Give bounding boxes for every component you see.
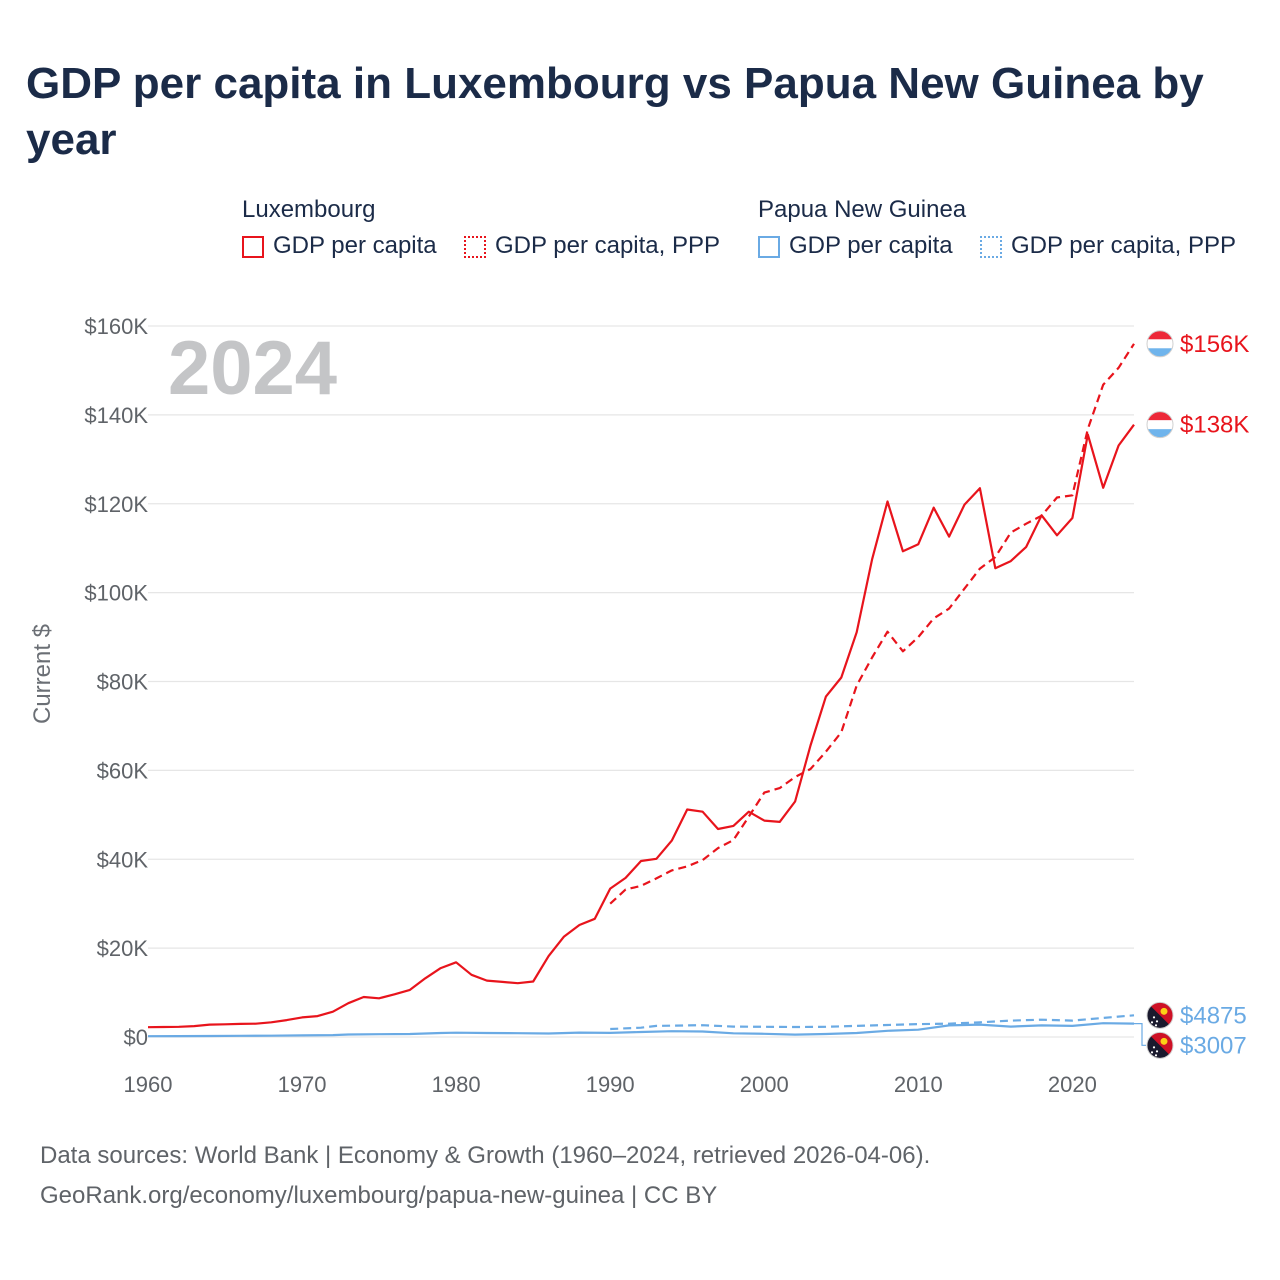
y-tick-label: $0	[124, 1025, 148, 1050]
flag-stripe-red	[1147, 411, 1173, 421]
legend-group-name: Papua New Guinea	[758, 196, 967, 223]
x-tick-label: 1960	[124, 1072, 173, 1097]
flag-field-black	[1147, 1002, 1173, 1029]
flag-stripe-white	[1147, 420, 1173, 430]
flag-star	[1155, 1050, 1159, 1053]
x-tick-label: 2010	[894, 1072, 943, 1097]
end-marker: $138K	[1146, 411, 1249, 439]
series-line-papua_new_guinea-solid	[147, 1022, 1135, 1038]
x-tick-label: 1990	[586, 1072, 635, 1097]
legend-label: GDP per capita, PPP	[495, 232, 720, 259]
x-tick-label: 2020	[1048, 1072, 1097, 1097]
flag-stripe-white	[1147, 339, 1173, 349]
flag-border	[1146, 330, 1174, 358]
legend-label: GDP per capita	[273, 232, 437, 259]
series-line-luxembourg-dashed	[609, 343, 1135, 905]
flag-border	[1146, 411, 1174, 439]
legend-label: GDP per capita, PPP	[1011, 232, 1236, 259]
y-tick-label: $120K	[84, 492, 148, 517]
y-tick-label: $60K	[97, 758, 149, 783]
y-tick-label: $20K	[97, 936, 149, 961]
flag-border	[1146, 1001, 1174, 1029]
series-line-papua_new_guinea-dashed	[610, 1014, 1135, 1031]
legend-swatch-dotted	[980, 236, 1002, 258]
end-value-label: $156K	[1180, 331, 1249, 358]
flag-stripe-blue	[1147, 429, 1173, 438]
flag-star	[1154, 1054, 1158, 1057]
luxembourg-flag-icon	[1147, 330, 1173, 357]
flag-stripe-red	[1147, 330, 1173, 340]
end-marker: $156K	[1146, 330, 1249, 358]
label-connector	[1134, 1023, 1146, 1046]
y-axis-label: Current $	[29, 624, 56, 724]
legend-label: GDP per capita	[789, 232, 953, 259]
y-tick-label: $80K	[97, 670, 149, 695]
end-value-label: $3007	[1180, 1032, 1247, 1059]
flag-bird-shape	[1160, 1037, 1168, 1045]
legend-group-name: Luxembourg	[242, 196, 376, 223]
flag-star	[1152, 1016, 1156, 1019]
y-tick-label: $40K	[97, 847, 149, 872]
flag-stripe-blue	[1147, 348, 1173, 357]
data-source-text: Data sources: World Bank | Economy & Gro…	[40, 1142, 931, 1169]
end-value-label: $138K	[1180, 412, 1249, 439]
y-tick-label: $160K	[84, 314, 148, 339]
y-tick-label: $140K	[84, 403, 148, 428]
luxembourg-flag-icon	[1147, 411, 1173, 438]
papua-new-guinea-flag-icon	[1147, 1032, 1173, 1059]
end-marker: $3007	[1146, 1031, 1247, 1059]
end-value-label: $4875	[1180, 1002, 1247, 1029]
source-url-text: GeoRank.org/economy/luxembourg/papua-new…	[40, 1182, 718, 1209]
flag-bird-shape	[1160, 1007, 1168, 1015]
x-tick-label: 1970	[278, 1072, 327, 1097]
flag-star	[1154, 1024, 1158, 1027]
flag-star	[1150, 1051, 1154, 1054]
flag-star	[1155, 1020, 1159, 1023]
year-watermark: 2024	[168, 326, 337, 411]
x-tick-label: 2000	[740, 1072, 789, 1097]
flag-field-black	[1147, 1032, 1173, 1059]
series-line-luxembourg-solid	[147, 424, 1135, 1029]
x-tick-label: 1980	[432, 1072, 481, 1097]
y-tick-label: $100K	[84, 581, 148, 606]
chart-title: GDP per capita in Luxembourg vs Papua Ne…	[26, 59, 1204, 164]
legend-swatch-solid	[758, 236, 780, 258]
papua-new-guinea-flag-icon	[1147, 1002, 1173, 1029]
legend-swatch-dotted	[464, 236, 486, 258]
end-marker: $4875	[1146, 1001, 1247, 1029]
flag-star	[1150, 1021, 1154, 1024]
flag-border	[1146, 1031, 1174, 1059]
footer: Data sources: World Bank | Economy & Gro…	[40, 1136, 930, 1216]
legend-swatch-solid	[242, 236, 264, 258]
flag-star	[1152, 1046, 1156, 1049]
